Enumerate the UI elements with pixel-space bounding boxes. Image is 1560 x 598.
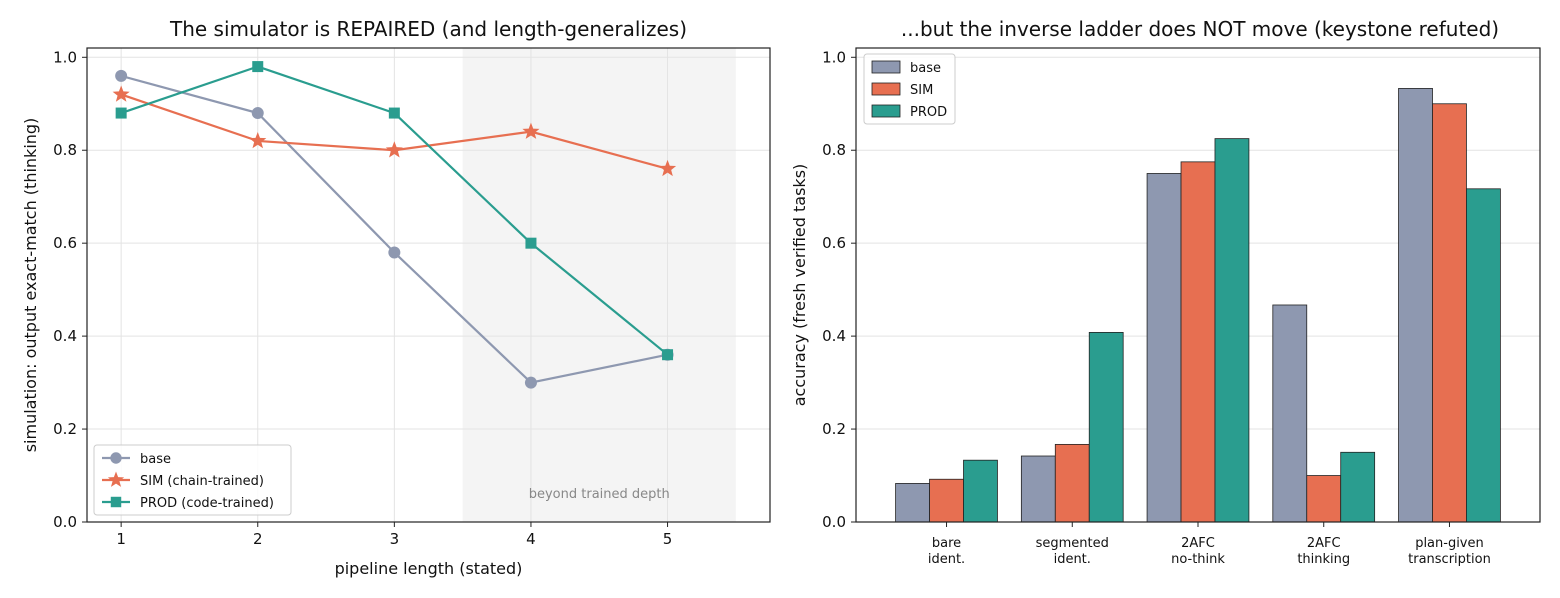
legend-marker: [110, 452, 122, 464]
series-0: [115, 69, 674, 389]
data-point: [522, 122, 540, 139]
legend-label: base: [910, 61, 941, 76]
data-point: [524, 376, 537, 389]
y-tick-label: 0.4: [53, 327, 77, 345]
line-chart-y-ticks: 0.0 0.2 0.4 0.6 0.8 1.0: [53, 48, 87, 531]
data-point: [662, 349, 674, 361]
x-tick-label: 2AFC thinking: [1297, 536, 1350, 567]
legend-box: [93, 444, 292, 516]
line-chart-y-label: simulation: output exact-match (thinking…: [21, 118, 40, 453]
y-tick-label: 0.8: [53, 141, 77, 159]
x-tick-label: 1: [116, 530, 126, 548]
data-point: [115, 69, 128, 82]
data-point: [525, 237, 537, 249]
bar-chart-title: ...but the inverse ladder does NOT move …: [901, 17, 1499, 41]
legend-label: base: [140, 452, 171, 467]
data-point: [388, 107, 400, 119]
legend-entry: SIM (chain-trained): [102, 471, 264, 489]
bar: [1398, 88, 1433, 523]
data-point: [658, 159, 677, 177]
y-tick-label: 0.0: [822, 513, 846, 531]
line-chart-legend: base SIM (chain-trained) PROD (code-traine…: [93, 444, 292, 516]
data-point: [388, 246, 401, 259]
bar: [1180, 161, 1216, 523]
series-1: [929, 103, 1467, 523]
legend-entry: PROD: [871, 104, 947, 120]
bar: [1088, 331, 1124, 523]
data-point: [251, 107, 264, 120]
x-tick-label: segmented ident.: [1036, 536, 1109, 567]
bar: [929, 478, 964, 523]
y-tick-label: 1.0: [822, 48, 846, 66]
y-tick-label: 0.0: [53, 513, 77, 531]
shaded-region: [462, 48, 736, 522]
legend-entry: SIM: [871, 82, 933, 98]
legend-label: SIM (chain-trained): [140, 474, 264, 489]
line-chart-frame: [86, 47, 771, 523]
y-tick-label: 0.8: [822, 141, 846, 159]
bar: [1020, 455, 1056, 523]
bar: [1432, 103, 1467, 523]
line-chart-x-label: pipeline length (stated): [335, 559, 523, 578]
shaded-region-label: beyond trained depth: [529, 487, 670, 502]
bar: [1466, 188, 1501, 523]
legend-entry: PROD (code-trained): [102, 496, 274, 511]
y-tick-label: 1.0: [53, 48, 77, 66]
bar: [1054, 443, 1090, 523]
bar-chart-bars: [895, 88, 1501, 523]
x-tick-label: 4: [526, 530, 536, 548]
legend-marker: [110, 496, 122, 508]
bar: [1214, 138, 1250, 523]
y-tick-label: 0.2: [53, 420, 77, 438]
bar: [1272, 304, 1308, 523]
legend-swatch: [871, 60, 901, 74]
bar-chart-y-label: accuracy (fresh verified tasks): [790, 164, 809, 407]
data-point: [112, 85, 130, 102]
bar: [1306, 475, 1342, 523]
x-tick-label: 5: [663, 530, 673, 548]
x-tick-label: 2AFC no-think: [1171, 536, 1225, 567]
bar-chart-panel: bare ident. segmented ident. 2AFC no-think 2AF…: [790, 17, 1541, 567]
series-2: [115, 61, 674, 361]
legend-swatch: [871, 104, 901, 118]
y-tick-label: 0.6: [822, 234, 846, 252]
legend-marker: [107, 471, 125, 487]
legend-entry: base: [102, 452, 171, 467]
x-tick-label: 2: [253, 530, 263, 548]
series-1: [112, 85, 677, 177]
bar: [1146, 173, 1182, 523]
legend-label: PROD (code-trained): [140, 496, 274, 511]
legend-label: SIM: [910, 83, 933, 98]
line-chart-series: [112, 61, 677, 389]
bar-chart-x-ticks: bare ident. segmented ident. 2AFC no-think 2AF…: [928, 522, 1491, 567]
bar: [963, 459, 998, 523]
bar: [1340, 451, 1376, 523]
bar: [895, 483, 930, 523]
line-chart-x-ticks: 1 2 3 4 5: [116, 522, 672, 548]
legend-swatch: [871, 82, 901, 96]
data-point: [249, 131, 267, 149]
legend-entry: base: [871, 60, 941, 76]
bar-chart-y-ticks: 0.0 0.2 0.4 0.6 0.8 1.0: [822, 48, 856, 531]
x-tick-label: plan-given transcription: [1408, 536, 1491, 567]
x-tick-label: 3: [390, 530, 400, 548]
line-chart-title: The simulator is REPAIRED (and length-ge…: [169, 17, 687, 41]
bar-chart-legend: base SIM PROD: [863, 53, 956, 125]
line-chart-panel: 1 2 3 4 5 0.0 0.2 0.4 0.6 0.8 1.0 beyond trained …: [21, 17, 771, 578]
x-tick-label: bare ident.: [928, 536, 965, 567]
y-tick-label: 0.4: [822, 327, 846, 345]
y-tick-label: 0.2: [822, 420, 846, 438]
y-tick-label: 0.6: [53, 234, 77, 252]
legend-label: PROD: [910, 105, 947, 120]
data-point: [252, 61, 264, 73]
series-2: [963, 138, 1501, 523]
data-point: [115, 107, 127, 119]
data-point: [385, 141, 403, 158]
